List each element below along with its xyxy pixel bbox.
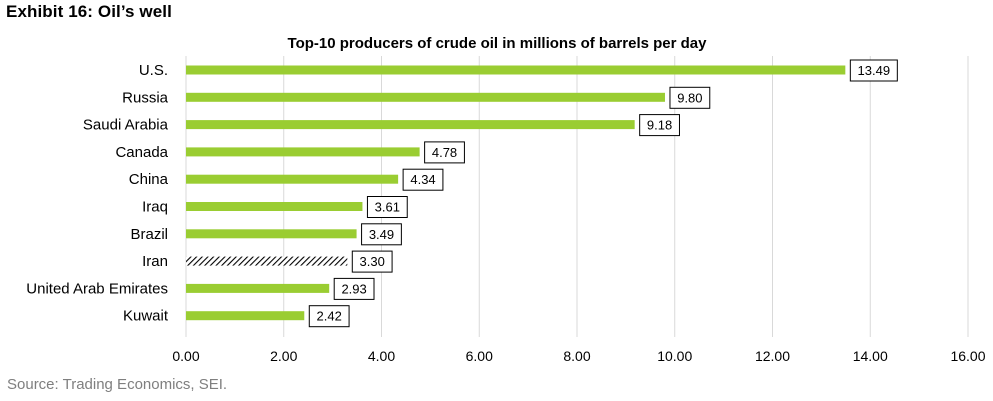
bar [186, 283, 330, 293]
value-label: 2.42 [317, 309, 342, 324]
value-label: 2.93 [341, 281, 366, 296]
bars [186, 65, 846, 321]
bar [186, 65, 846, 75]
value-label-box [351, 250, 393, 273]
bar [186, 256, 348, 266]
x-tick-label: 12.00 [755, 348, 790, 364]
bar [186, 202, 363, 211]
category-label: Russia [122, 89, 169, 106]
value-label: 13.49 [858, 63, 891, 78]
value-label-box [424, 141, 465, 164]
value-label-box [849, 59, 898, 82]
x-tick-label: 4.00 [368, 348, 395, 364]
bar [186, 147, 420, 157]
exhibit-title: Exhibit 16: Oil’s well [6, 2, 172, 21]
x-tick-label: 14.00 [853, 348, 888, 364]
value-label-box [361, 223, 402, 246]
category-label: U.S. [139, 62, 168, 79]
value-label: 3.61 [375, 200, 400, 215]
x-tick-label: 10.00 [657, 348, 692, 364]
x-tick-label: 0.00 [172, 348, 199, 364]
x-tick-label: 2.00 [270, 348, 297, 364]
source-note: Source: Trading Economics, SEI. [7, 376, 228, 393]
value-label: 3.49 [369, 227, 394, 242]
category-label: Iraq [142, 199, 168, 216]
value-label: 3.30 [360, 254, 385, 269]
category-label: Saudi Arabia [83, 117, 169, 134]
x-tick-label: 16.00 [950, 348, 985, 364]
bar [186, 92, 665, 102]
value-label-box [366, 196, 408, 218]
value-label-box [669, 86, 711, 109]
value-label: 9.80 [677, 90, 702, 105]
value-label-box [639, 114, 680, 137]
value-labels: 13.49 9.80 9.18 4.78 4.34 3.61 3.49 3.30 2.93 2.4… [308, 59, 898, 328]
value-label-box [402, 168, 444, 191]
chart-title: Top-10 producers of crude oil in million… [288, 35, 708, 52]
category-label: Kuwait [123, 308, 169, 325]
category-label: China [129, 171, 169, 188]
category-label: United Arab Emirates [26, 280, 168, 297]
value-label: 9.18 [647, 118, 672, 133]
category-label: Brazil [130, 226, 168, 243]
value-label: 4.78 [432, 145, 457, 160]
value-label: 4.34 [410, 172, 435, 187]
category-label: Iran [142, 253, 168, 270]
x-tick-label: 8.00 [563, 348, 590, 364]
x-axis-tick-labels: 0.00 2.00 4.00 6.00 8.00 10.00 12.00 14.00 16.00 [172, 348, 985, 364]
category-labels: U.S. Russia Saudi Arabia Canada China Iraq Bra… [26, 62, 169, 325]
bar [186, 120, 635, 130]
grid-lines [185, 56, 969, 337]
bar [186, 311, 305, 321]
value-label-box [333, 277, 375, 300]
x-tick-label: 6.00 [466, 348, 493, 364]
bar [186, 229, 357, 239]
bar [186, 174, 399, 184]
value-label-box [308, 305, 350, 328]
category-label: Canada [115, 144, 168, 161]
